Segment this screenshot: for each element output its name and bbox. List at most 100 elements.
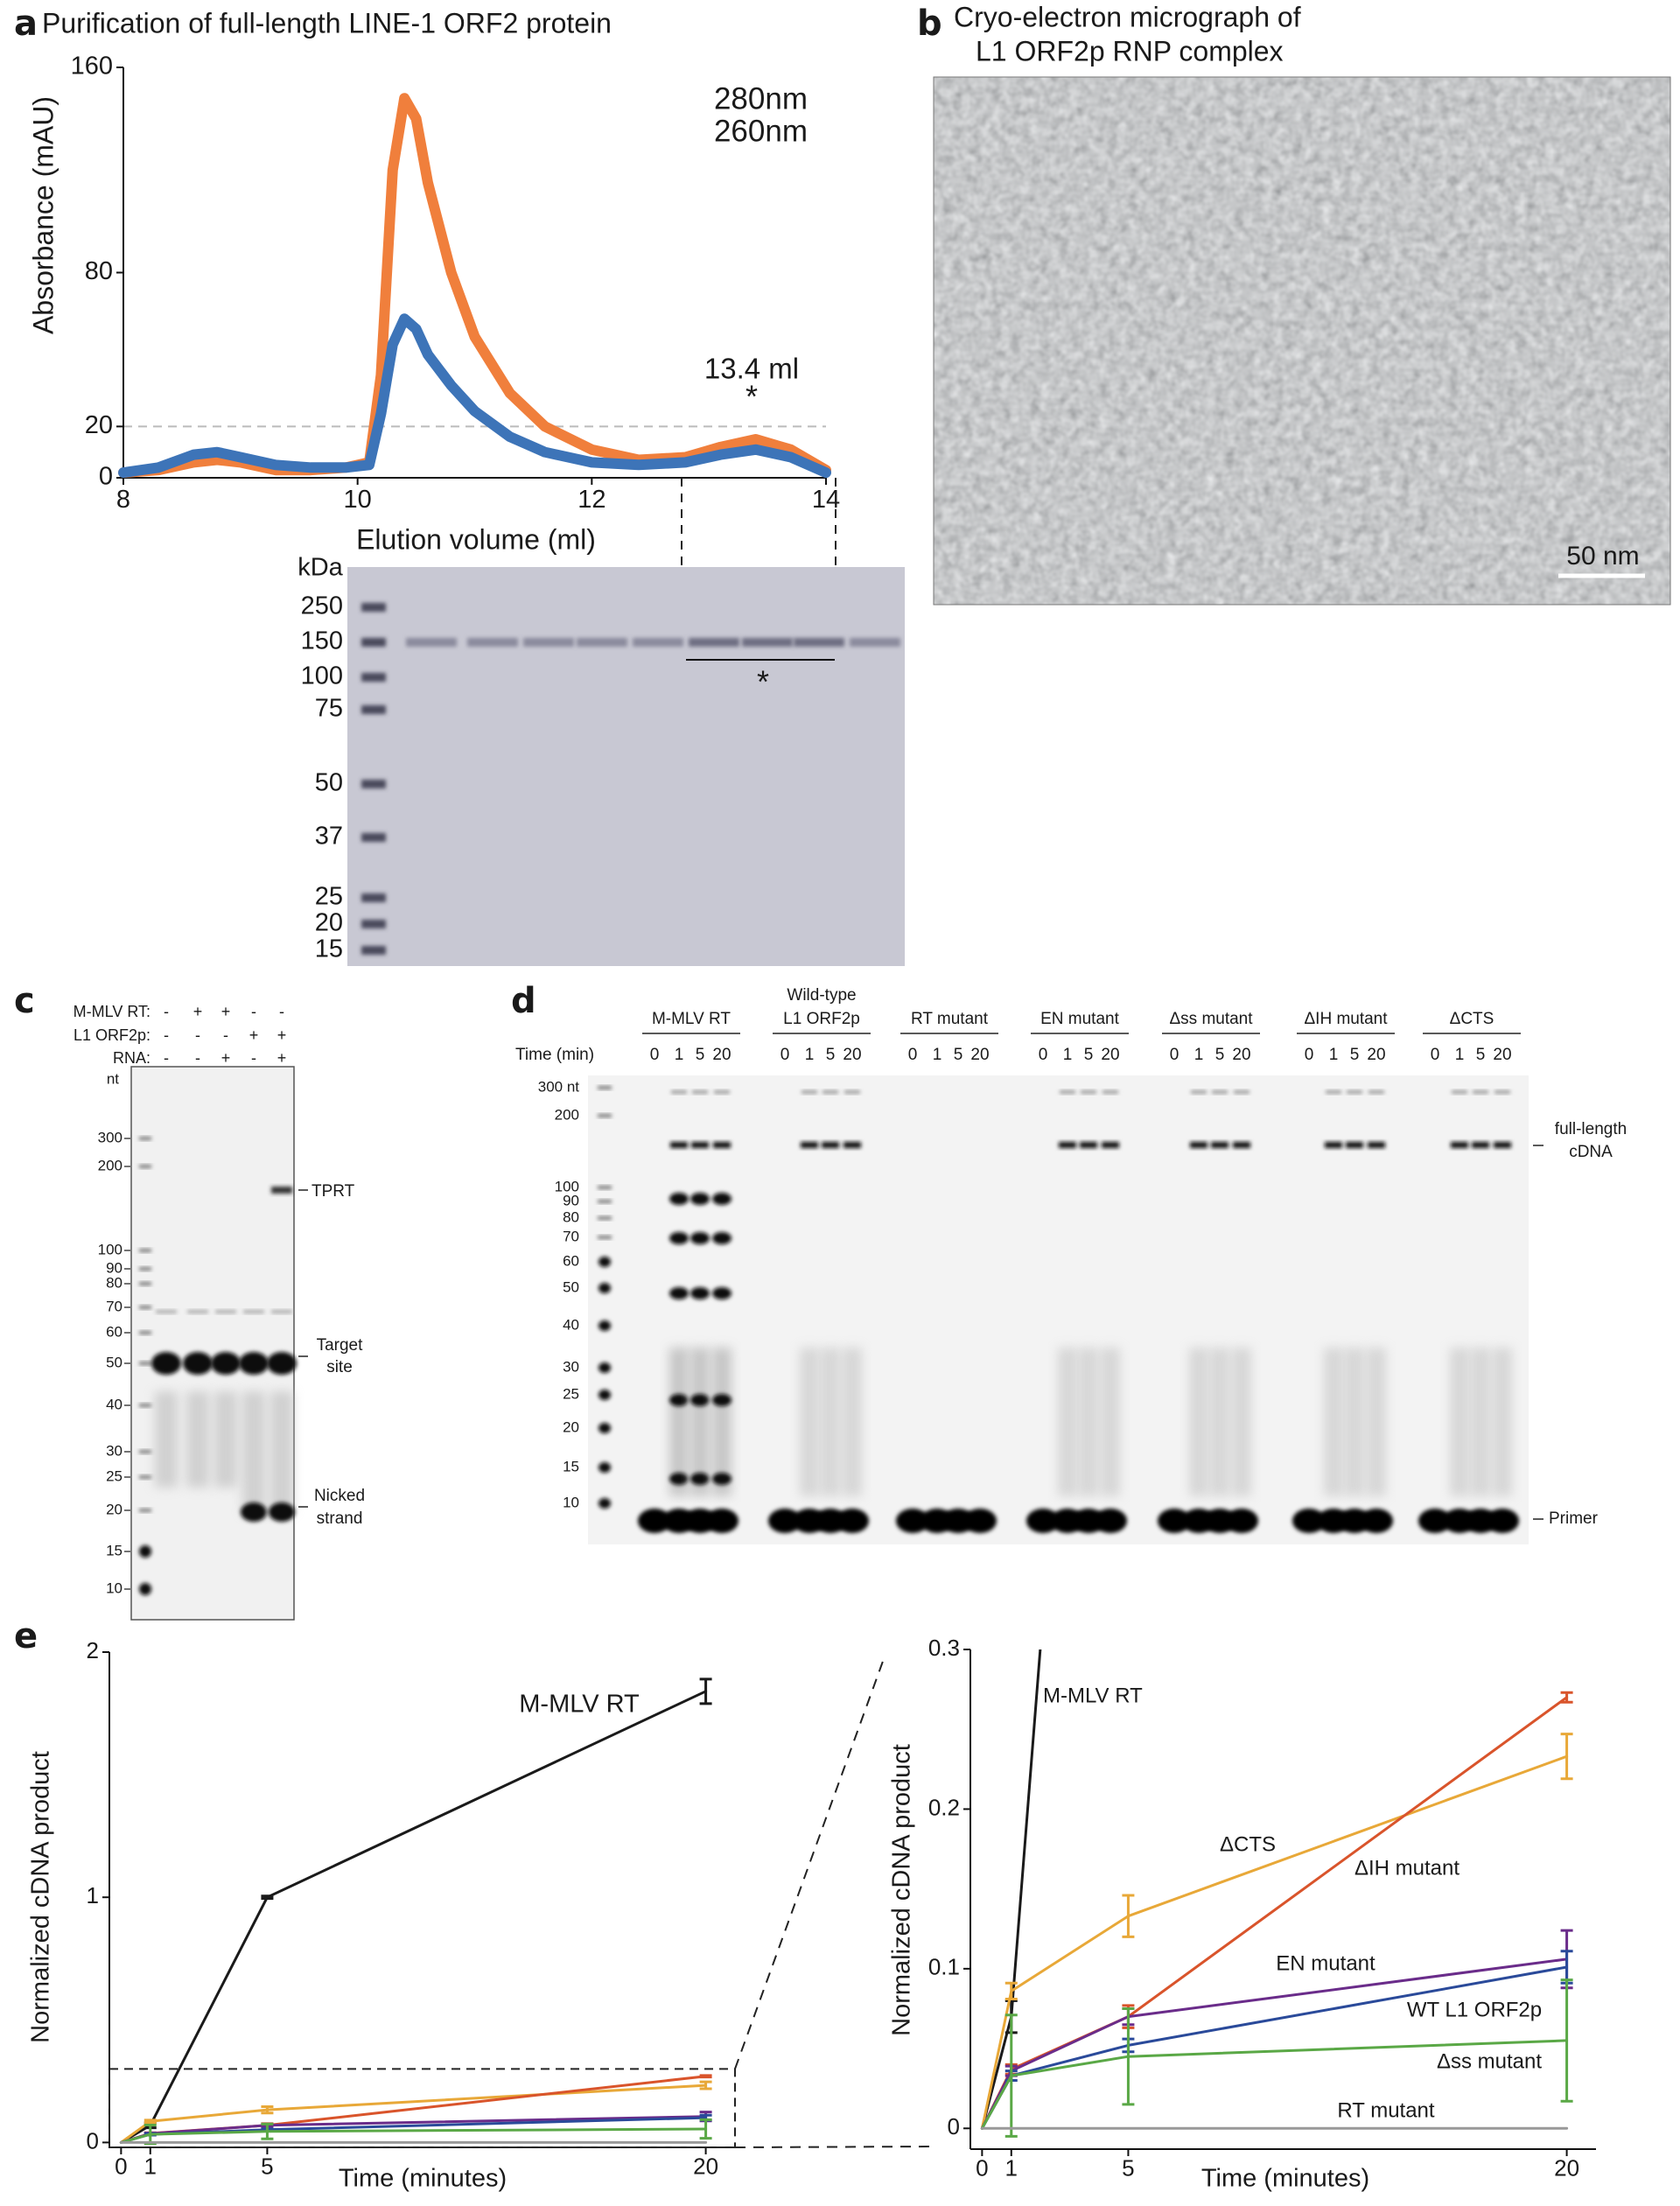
ladder-band xyxy=(139,1545,151,1558)
x-axis-label: Time (minutes) xyxy=(1201,2165,1369,2193)
full-length-band xyxy=(1368,1142,1385,1148)
marker-label: 60 xyxy=(563,1252,579,1269)
condition-sign: + xyxy=(277,1049,287,1067)
series-label: EN mutant xyxy=(1276,1951,1376,1975)
marker-label: 15 xyxy=(315,935,343,963)
ladder-band xyxy=(361,920,386,928)
error-bar xyxy=(261,2122,274,2140)
ladder-band xyxy=(361,893,386,902)
ladder-band xyxy=(361,833,386,842)
ladder-band xyxy=(139,1249,151,1252)
protein-band xyxy=(577,638,627,647)
marker-label: 90 xyxy=(106,1259,122,1276)
time-tick-label: 5 xyxy=(696,1046,705,1064)
error-bar xyxy=(261,1894,274,1901)
marker-label: 50 xyxy=(106,1354,122,1370)
series-line xyxy=(119,2083,708,2144)
condition-sign: + xyxy=(249,1026,259,1044)
series-label: RT mutant xyxy=(1337,2098,1434,2122)
ladder-band xyxy=(598,1257,611,1267)
ladder-band xyxy=(139,1165,151,1168)
smear xyxy=(1471,1348,1490,1496)
ladder-band xyxy=(361,946,386,955)
y-tick-label: 1 xyxy=(87,1882,99,1908)
group-label: Δss mutant xyxy=(1169,1010,1253,1028)
ladder-band xyxy=(139,1475,151,1479)
time-tick-label: 0 xyxy=(1431,1046,1440,1064)
time-tick-label: 5 xyxy=(954,1046,963,1064)
gel-annotation: TPRT xyxy=(312,1182,355,1201)
micrograph-frame xyxy=(933,76,1671,606)
full-length-band xyxy=(1472,1142,1489,1148)
time-tick-label: 1 xyxy=(1063,1046,1073,1064)
condition-sign: - xyxy=(195,1026,200,1044)
gel xyxy=(130,1066,295,1621)
marker-label: 200 xyxy=(98,1157,122,1173)
y-axis-label: Normalized cDNA product xyxy=(888,1744,916,2036)
primer-band xyxy=(705,1509,738,1533)
marker-label: 250 xyxy=(301,592,343,620)
condition-label: L1 ORF2p: xyxy=(74,1026,150,1044)
series-label: ΔIH mutant xyxy=(1354,1856,1460,1880)
target-band xyxy=(183,1352,213,1375)
marker-label: 15 xyxy=(563,1458,579,1474)
group-label: RT mutant xyxy=(911,1010,989,1028)
upper-band xyxy=(671,1090,687,1094)
condition-sign: - xyxy=(279,1003,284,1020)
condition-sign: - xyxy=(223,1026,228,1044)
plot-area xyxy=(980,1649,1573,2138)
primer-band xyxy=(896,1509,929,1533)
y-tick-label: 0 xyxy=(948,2113,960,2139)
marker-label: 200 xyxy=(555,1106,579,1123)
x-tick-label: 1 xyxy=(144,2153,157,2179)
plot-area xyxy=(118,93,831,479)
product-band xyxy=(669,1193,689,1205)
condition-sign: + xyxy=(221,1003,231,1020)
y-tick-label: 160 xyxy=(71,53,113,81)
full-length-band xyxy=(670,1142,688,1148)
time-tick-label: 5 xyxy=(1215,1046,1225,1064)
error-bar xyxy=(699,1677,712,1705)
panel-letter: d xyxy=(511,981,536,1021)
error-bar xyxy=(1560,1691,1573,1704)
target-band xyxy=(211,1352,241,1375)
full-length-band xyxy=(822,1142,839,1148)
full-length-band xyxy=(691,1142,709,1148)
time-tick-label: 0 xyxy=(1305,1046,1314,1064)
ladder-band xyxy=(598,1236,612,1239)
micrograph xyxy=(934,77,1670,605)
gel-annotation: full-length xyxy=(1555,1120,1627,1138)
primer-band xyxy=(963,1509,997,1533)
error-bar xyxy=(699,2118,712,2140)
smear xyxy=(1101,1348,1120,1496)
upper-band xyxy=(1326,1090,1341,1094)
series-label: Δss mutant xyxy=(1437,2049,1542,2073)
ladder-band xyxy=(598,1390,611,1400)
protein-band xyxy=(523,638,574,647)
primer-band xyxy=(1418,1509,1452,1533)
zoom-connector xyxy=(734,2146,932,2148)
legend-entry: 280nm xyxy=(714,81,808,116)
tprt-band xyxy=(271,1187,292,1194)
marker-label: 70 xyxy=(106,1298,122,1314)
primer-band xyxy=(1225,1509,1258,1533)
ladder-band xyxy=(598,1362,611,1373)
full-length-band xyxy=(844,1142,861,1148)
x-tick-label: 1 xyxy=(1005,2154,1018,2181)
product-band xyxy=(690,1193,710,1205)
group-label: EN mutant xyxy=(1040,1010,1119,1028)
marker-label: 70 xyxy=(563,1228,579,1244)
smear xyxy=(1345,1348,1364,1496)
product-band xyxy=(712,1193,732,1205)
gel-annotation: site xyxy=(326,1358,353,1376)
upper-band xyxy=(1191,1090,1207,1094)
protein-band xyxy=(689,638,739,647)
scale-bar-label: 50 nm xyxy=(1566,542,1639,571)
product-band xyxy=(712,1473,732,1485)
smear xyxy=(1232,1348,1251,1496)
ladder-band xyxy=(139,1267,151,1271)
y-tick-label: 20 xyxy=(85,411,113,439)
upper-band xyxy=(1060,1090,1075,1094)
marker-label: 100 xyxy=(98,1241,122,1257)
